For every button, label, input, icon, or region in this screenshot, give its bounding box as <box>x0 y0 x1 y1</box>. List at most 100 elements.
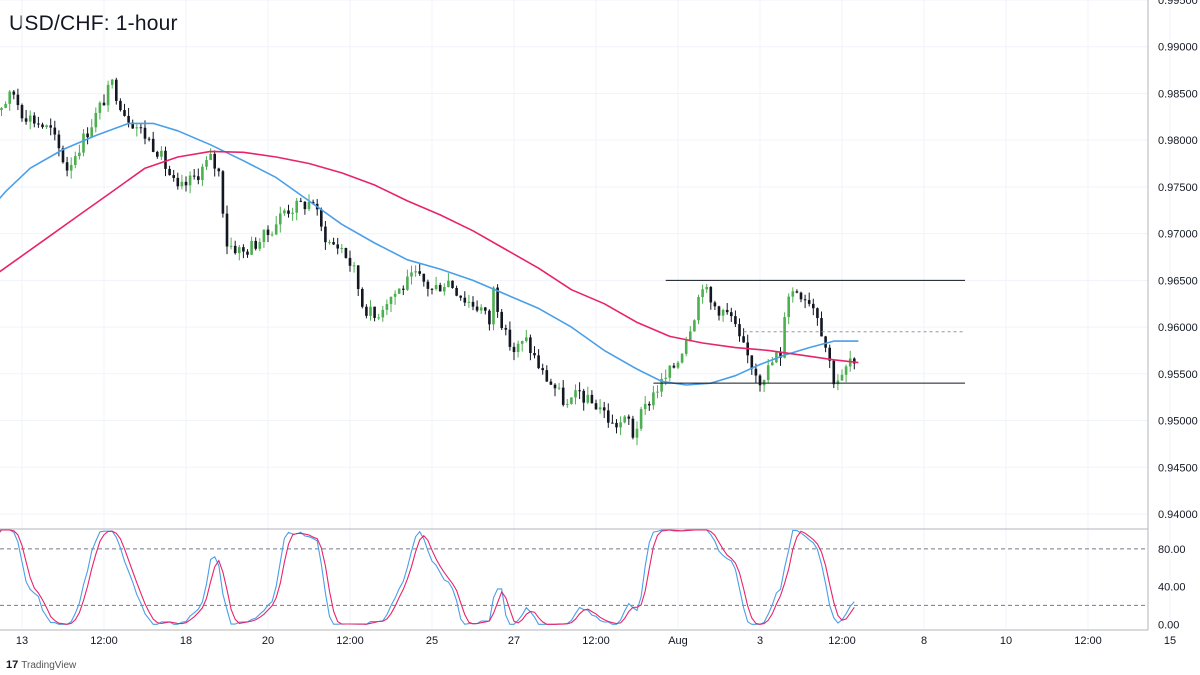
candle-body <box>287 210 290 214</box>
candle <box>656 385 659 399</box>
candle <box>344 247 348 259</box>
candle-body <box>676 362 680 368</box>
candle <box>283 208 286 216</box>
candle-body <box>381 309 385 318</box>
candle-body <box>426 281 430 289</box>
tradingview-brand[interactable]: 17 TradingView <box>6 659 76 671</box>
candle-body <box>607 410 610 423</box>
candle <box>102 94 106 106</box>
candle-body <box>598 407 602 410</box>
candle <box>172 169 175 182</box>
candle-body <box>611 422 614 424</box>
candle <box>176 172 180 190</box>
candle <box>451 280 454 289</box>
candle-body <box>168 168 171 176</box>
candle <box>488 309 491 331</box>
candle <box>332 237 335 246</box>
candle <box>156 150 159 159</box>
candle-body <box>570 397 573 404</box>
candle <box>738 318 741 342</box>
candle <box>365 304 368 319</box>
candle <box>496 284 499 318</box>
candle <box>734 310 737 328</box>
candle <box>270 231 274 237</box>
candle <box>590 390 594 404</box>
candle-body <box>397 288 401 294</box>
candle <box>123 103 126 117</box>
candle <box>766 358 770 384</box>
candle <box>53 120 57 141</box>
candle-body <box>24 118 28 122</box>
candle-body <box>689 331 692 341</box>
candle-body <box>217 168 221 172</box>
oscillator-tick-label: 80.00 <box>1158 544 1186 556</box>
candle <box>557 382 561 390</box>
candle-body <box>754 368 758 376</box>
candle <box>762 379 766 392</box>
candle-body <box>303 201 307 210</box>
candle-body <box>541 368 544 371</box>
candle <box>110 78 114 89</box>
candle <box>807 292 811 307</box>
candle <box>639 406 643 431</box>
candle-body <box>680 353 684 363</box>
candle <box>578 382 581 400</box>
moving-averages <box>0 122 859 386</box>
candle-body <box>561 387 565 405</box>
candle-body <box>250 240 253 255</box>
candle <box>266 225 270 243</box>
candle <box>467 294 471 308</box>
candle <box>188 171 192 194</box>
price-tick-label: 0.99500 <box>1158 0 1198 7</box>
candle <box>725 303 729 315</box>
candle-body <box>537 355 540 369</box>
candle-body <box>467 301 471 303</box>
candle-body <box>516 343 520 353</box>
candle <box>426 279 430 297</box>
candle-body <box>274 224 278 235</box>
candle-body <box>336 244 339 249</box>
candle-body <box>828 347 831 361</box>
candle <box>274 216 278 236</box>
candle-body <box>803 299 807 301</box>
price-tick-label: 0.94000 <box>1158 509 1198 521</box>
candle <box>820 311 823 337</box>
candle-body <box>221 171 225 214</box>
candle-body <box>242 247 245 252</box>
moving-average-line-1 <box>0 122 859 386</box>
candle <box>693 319 696 332</box>
candle-body <box>369 306 372 316</box>
oscillator-pane <box>0 529 1148 625</box>
candle-body <box>119 100 122 111</box>
candle-body <box>340 247 344 249</box>
candle-body <box>738 324 741 337</box>
candle <box>324 221 327 250</box>
oscillator-line-1 <box>0 529 855 625</box>
candle <box>12 89 16 100</box>
candle-body <box>525 337 528 341</box>
candle-body <box>205 160 208 167</box>
candle-body <box>635 428 639 438</box>
candle <box>680 353 684 364</box>
candle <box>803 294 807 309</box>
candle <box>28 110 32 130</box>
candle <box>242 244 245 259</box>
candle-body <box>660 378 663 392</box>
candle <box>361 287 364 309</box>
candle <box>238 244 241 261</box>
candle <box>233 240 237 255</box>
candle-body <box>307 201 311 210</box>
candle <box>512 342 516 361</box>
candle <box>705 283 708 294</box>
price-tick-label: 0.94500 <box>1158 462 1198 474</box>
annotations <box>653 279 965 384</box>
candle-body <box>447 280 450 288</box>
tradingview-logo-icon: 17 <box>6 659 19 671</box>
candle-body <box>164 150 167 169</box>
candle-body <box>586 394 590 403</box>
candle-body <box>766 365 770 381</box>
candle <box>119 98 122 112</box>
candle <box>561 380 565 407</box>
candle <box>533 346 536 359</box>
